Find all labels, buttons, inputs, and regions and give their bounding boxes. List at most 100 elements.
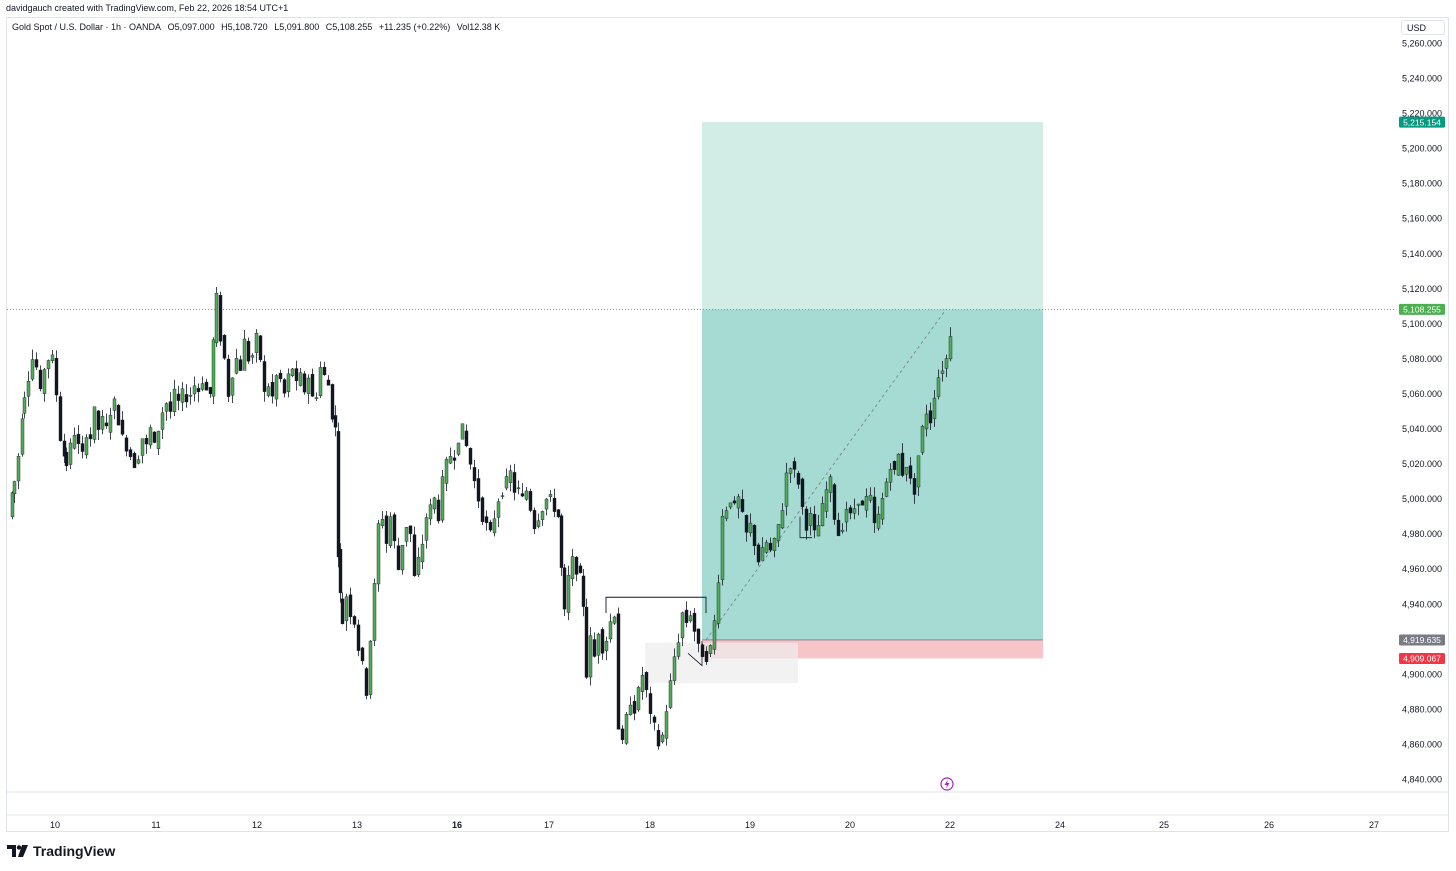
candle-body (30, 359, 35, 380)
candle (916, 455, 921, 496)
candle (348, 587, 353, 625)
candle (820, 496, 825, 527)
candle-body (416, 557, 421, 575)
price-tick-label: 5,260.000 (1402, 39, 1442, 49)
candle-body (262, 361, 267, 392)
candle (326, 375, 331, 386)
candle-body (536, 520, 541, 527)
candle (584, 598, 589, 679)
candle-body (852, 508, 857, 514)
candle-body (912, 478, 917, 495)
candle (932, 389, 937, 427)
candle (828, 474, 833, 503)
currency-button[interactable]: USD (1401, 20, 1445, 35)
candle-body (592, 639, 597, 657)
candle (764, 539, 769, 554)
close-value: C5,108.255 (325, 22, 373, 32)
change-value: +11.235 (+0.22%) (378, 22, 451, 32)
candle-body (432, 497, 437, 510)
candle (532, 507, 537, 535)
candle-body (932, 397, 937, 419)
candle-body (500, 495, 505, 497)
price-tick-label: 5,100.000 (1402, 319, 1442, 329)
time-axis: 10 11 12 13 16 17 18 19 20 22 24 25 26 27 (50, 820, 1379, 830)
candle-body (924, 413, 929, 430)
price-tick-label: 5,140.000 (1402, 249, 1442, 259)
candle-body (832, 484, 837, 520)
candle-body (480, 497, 485, 522)
price-tick-label: 5,180.000 (1402, 179, 1442, 189)
candle-body (532, 510, 537, 530)
candle-body (472, 467, 477, 482)
candle (784, 462, 789, 516)
candle-body (62, 440, 67, 457)
candle (30, 349, 35, 382)
candle (912, 473, 917, 504)
candle-body (616, 613, 621, 730)
candle (468, 447, 473, 470)
candle (254, 329, 259, 363)
candle-body (692, 612, 697, 632)
candle-body (164, 403, 169, 412)
candle (258, 334, 263, 363)
candle (214, 287, 219, 347)
candle-body (336, 431, 341, 558)
candle (496, 498, 501, 528)
candle (310, 368, 315, 397)
price-badge (1399, 652, 1445, 664)
candle (668, 673, 673, 709)
candle (592, 632, 597, 658)
candle (16, 453, 21, 490)
low-value: L5,091.800 (274, 22, 320, 32)
candle (104, 413, 109, 429)
candle (624, 711, 629, 745)
candle-body (214, 293, 219, 343)
candle (868, 487, 873, 503)
candle-body (796, 472, 801, 485)
candle-body (704, 651, 709, 663)
candle-body (784, 472, 789, 507)
candle (26, 371, 31, 407)
candle-body (816, 525, 821, 537)
candle-body (559, 515, 564, 568)
candle (144, 434, 149, 454)
candle-body (136, 459, 141, 464)
candle (628, 696, 633, 716)
candle (306, 374, 311, 404)
candle (54, 350, 59, 402)
candle-body (804, 508, 809, 531)
candle-body (492, 518, 497, 534)
candle-body (22, 397, 27, 414)
candle (58, 391, 63, 442)
candle (84, 434, 89, 459)
candle (408, 525, 413, 542)
price-tick-label: 4,840.000 (1402, 775, 1442, 785)
candle-body (740, 499, 745, 512)
candle (156, 430, 161, 456)
candle-body (792, 461, 797, 470)
candle-body (860, 500, 865, 506)
candle (508, 464, 513, 492)
candle-body (84, 437, 89, 456)
candle (756, 542, 761, 566)
candle (128, 447, 133, 460)
candle (72, 427, 77, 450)
price-tick-label: 4,860.000 (1402, 739, 1442, 749)
candle-body (424, 517, 429, 541)
candle (744, 514, 749, 542)
time-tick-label: 26 (1264, 820, 1274, 830)
candle (360, 646, 365, 665)
candle (796, 470, 801, 489)
candle-body (64, 451, 69, 467)
candle-body (892, 461, 897, 470)
tradingview-logo[interactable]: TradingView (7, 843, 115, 859)
candle (184, 384, 189, 408)
candle-body (680, 612, 685, 639)
candle-body (748, 522, 753, 534)
candle-body (211, 339, 216, 397)
candle-body (286, 373, 291, 392)
candle-body (508, 470, 513, 483)
candle-body (314, 397, 319, 399)
candle (176, 385, 181, 411)
